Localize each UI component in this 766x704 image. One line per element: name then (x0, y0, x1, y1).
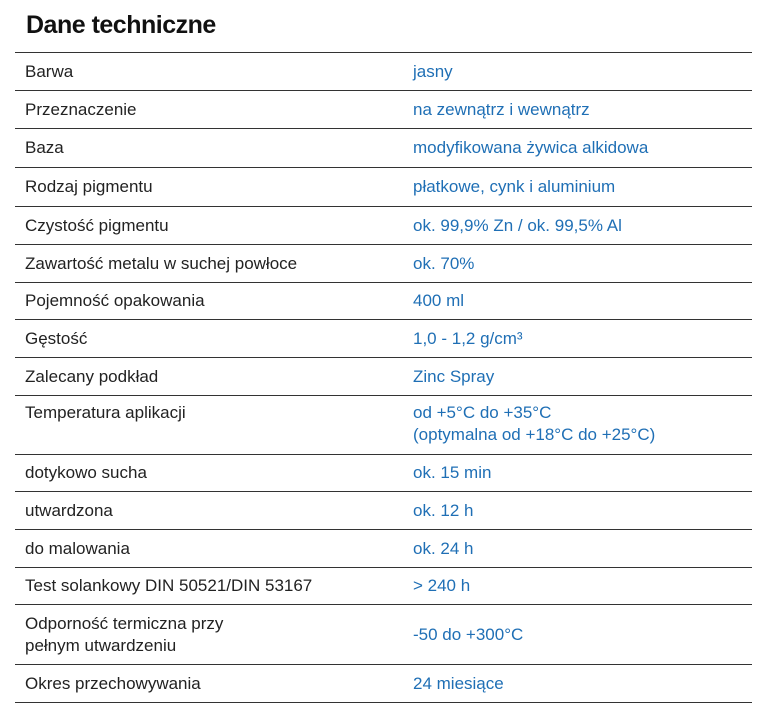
spec-label: Barwa (15, 52, 398, 91)
spec-label: Zawartość metalu w suchej powłoce (15, 244, 398, 283)
table-row: Przeznaczenie na zewnątrz i wewnątrz (15, 90, 752, 129)
spec-label: do malowania (15, 529, 398, 568)
spec-value: ok. 12 h (398, 491, 752, 530)
table-row: Okres przechowywania 24 miesiące (15, 664, 752, 703)
spec-value: 400 ml (398, 282, 752, 320)
title: Dane techniczne (26, 11, 216, 39)
text-line: Odporność termiczna przy (25, 613, 224, 633)
spec-label: Rodzaj pigmentu (15, 167, 398, 207)
spec-value: od +5°C do +35°C (optymalna od +18°C do +… (398, 395, 752, 455)
spec-table: Barwa jasny Przeznaczenie na zewnątrz i wew… (15, 52, 752, 703)
table-row: Temperatura aplikacji od +5°C do +35°C (op… (15, 395, 752, 455)
text-line: pełnym utwardzeniu (25, 635, 177, 655)
table-row: Rodzaj pigmentu płatkowe, cynk i aluminiu… (15, 167, 752, 207)
spec-value: modyfikowana żywica alkidowa (398, 128, 752, 168)
table-row: Baza modyfikowana żywica alkidowa (15, 128, 752, 168)
spec-label: Zalecany podkład (15, 357, 398, 396)
table-row: Test solankowy DIN 50521/DIN 53167 > 240 … (15, 567, 752, 605)
spec-value: 24 miesiące (398, 664, 752, 703)
table-row: Gęstość 1,0 - 1,2 g/cm³ (15, 319, 752, 358)
table-row: Barwa jasny (15, 52, 752, 91)
table-row: Odporność termiczna przy pełnym utwardzen… (15, 604, 752, 665)
spec-label: Gęstość (15, 319, 398, 358)
spec-label: Czystość pigmentu (15, 206, 398, 245)
table-row: utwardzona ok. 12 h (15, 491, 752, 530)
table-row: Pojemność opakowania 400 ml (15, 282, 752, 320)
table-row: Czystość pigmentu ok. 99,9% Zn / ok. 99,5… (15, 206, 752, 245)
spec-label: Przeznaczenie (15, 90, 398, 129)
spec-value: ok. 15 min (398, 454, 752, 492)
spec-value: -50 do +300°C (398, 604, 752, 665)
spec-label: Temperatura aplikacji (15, 395, 398, 455)
spec-value: płatkowe, cynk i aluminium (398, 167, 752, 207)
text-line: od +5°C do +35°C (413, 403, 552, 422)
spec-value: 1,0 - 1,2 g/cm³ (398, 319, 752, 358)
spec-label: dotykowo sucha (15, 454, 398, 492)
spec-value: Zinc Spray (398, 357, 752, 396)
table-row: Zalecany podkład Zinc Spray (15, 357, 752, 396)
table-row: do malowania ok. 24 h (15, 529, 752, 568)
spec-label: Odporność termiczna przy pełnym utwardzen… (15, 604, 398, 665)
spec-label: utwardzona (15, 491, 398, 530)
table-row: Zawartość metalu w suchej powłoce ok. 70% (15, 244, 752, 283)
table-body: Barwa jasny Przeznaczenie na zewnątrz i wew… (15, 52, 752, 703)
spec-value: > 240 h (398, 567, 752, 605)
spec-value: ok. 99,9% Zn / ok. 99,5% Al (398, 206, 752, 245)
spec-label: Test solankowy DIN 50521/DIN 53167 (15, 567, 398, 605)
spec-value: ok. 24 h (398, 529, 752, 568)
text-line: (optymalna od +18°C do +25°C) (413, 425, 656, 444)
spec-value: na zewnątrz i wewnątrz (398, 90, 752, 129)
table-row: dotykowo sucha ok. 15 min (15, 454, 752, 492)
spec-label: Pojemność opakowania (15, 282, 398, 320)
spec-label: Okres przechowywania (15, 664, 398, 703)
spec-value: ok. 70% (398, 244, 752, 283)
spec-value: jasny (398, 52, 752, 91)
spec-label: Baza (15, 128, 398, 168)
